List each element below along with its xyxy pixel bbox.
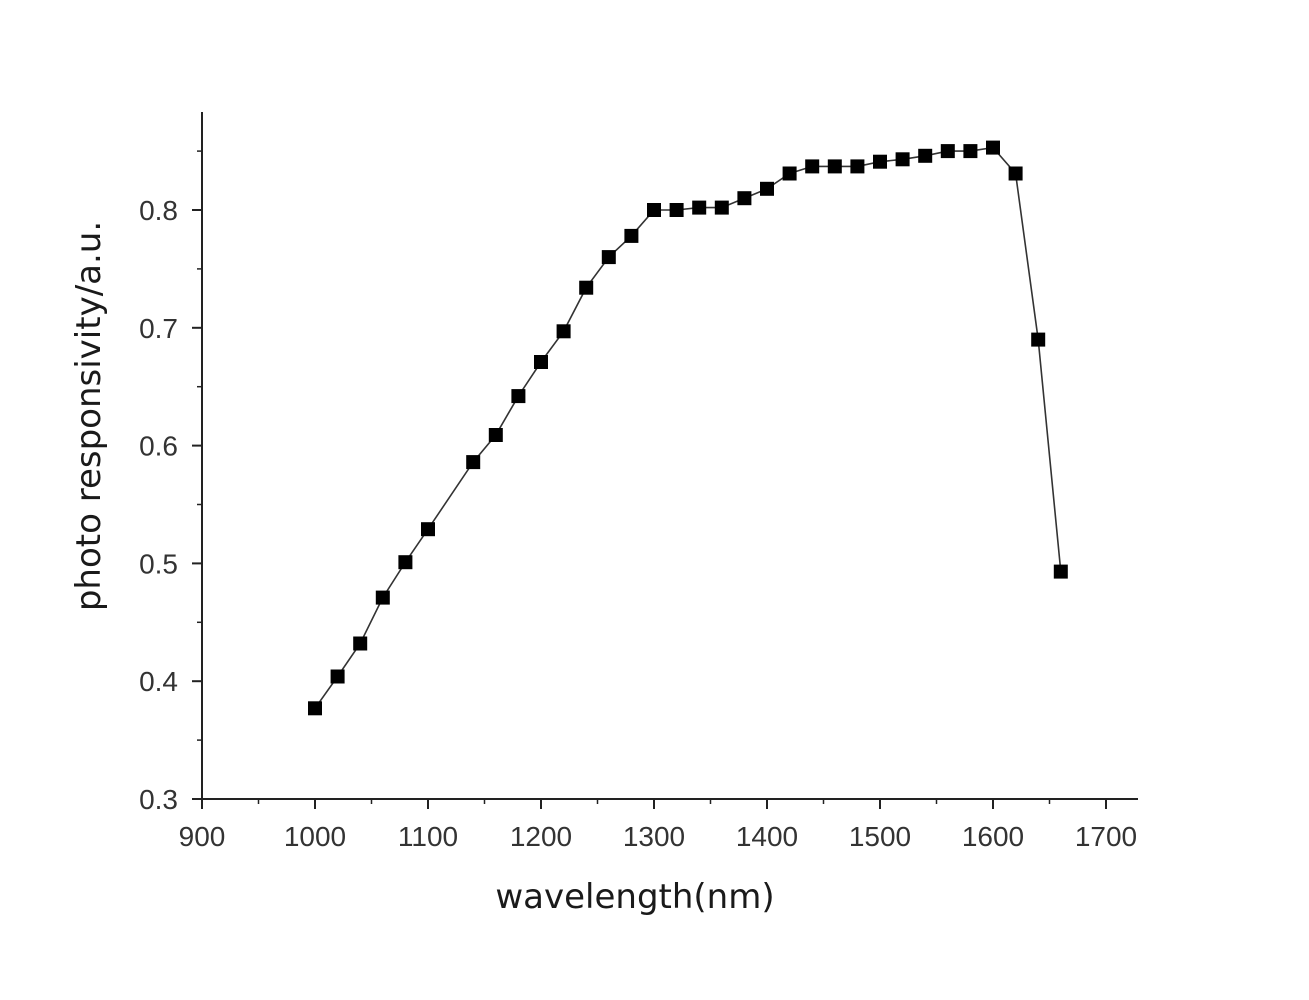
data-point xyxy=(714,200,729,215)
y-tick-label: 0.8 xyxy=(139,195,178,226)
data-point xyxy=(986,140,1000,155)
data-point xyxy=(398,555,413,570)
data-point xyxy=(760,181,774,196)
data-point xyxy=(737,191,752,206)
series-line xyxy=(314,146,1062,709)
y-tick-label: 0.5 xyxy=(139,548,178,579)
data-point xyxy=(466,455,481,470)
data-point xyxy=(669,203,684,217)
data-point xyxy=(421,522,435,537)
x-tick-label: 1300 xyxy=(623,821,685,852)
data-point xyxy=(850,159,865,174)
data-point xyxy=(488,428,503,442)
data-point xyxy=(579,280,594,295)
data-point xyxy=(1031,332,1046,347)
y-axis-title: photo responsivity/a.u. xyxy=(69,221,109,611)
data-point xyxy=(534,355,548,369)
data-point xyxy=(827,159,842,174)
data-point xyxy=(895,152,910,167)
x-tick-label: 1200 xyxy=(510,821,572,852)
y-tick-label: 0.3 xyxy=(139,784,178,815)
x-tick-label: 1700 xyxy=(1075,821,1137,852)
data-point xyxy=(511,389,526,404)
data-point xyxy=(805,159,820,174)
data-point xyxy=(330,669,345,684)
data-point xyxy=(918,148,933,163)
y-tick-label: 0.6 xyxy=(139,431,178,462)
data-point xyxy=(624,228,639,243)
data-point xyxy=(308,701,322,716)
data-point xyxy=(601,250,616,265)
x-tick-label: 1500 xyxy=(849,821,911,852)
x-tick-label: 1000 xyxy=(284,821,346,852)
data-point xyxy=(782,166,797,181)
data-point xyxy=(1008,166,1023,181)
y-tick-label: 0.7 xyxy=(139,313,178,344)
data-point xyxy=(375,590,390,605)
data-point xyxy=(556,324,571,339)
data-point xyxy=(647,203,661,217)
x-tick-label: 900 xyxy=(179,821,226,852)
data-point xyxy=(353,636,368,651)
data-point xyxy=(963,144,978,159)
data-point xyxy=(1053,564,1068,579)
x-tick-label: 1100 xyxy=(398,821,458,852)
x-tick-label: 1600 xyxy=(962,821,1024,852)
y-tick-label: 0.4 xyxy=(139,666,178,697)
data-point xyxy=(940,144,955,159)
x-axis-title: wavelength(nm) xyxy=(495,877,774,917)
data-point xyxy=(692,200,707,215)
x-tick-label: 1400 xyxy=(736,821,798,852)
data-point xyxy=(873,154,887,169)
